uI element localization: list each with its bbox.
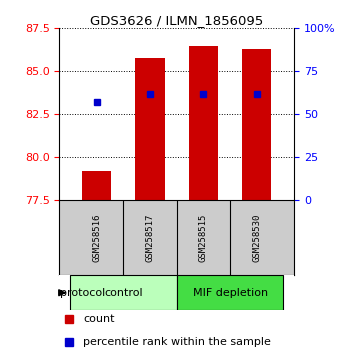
- Text: GSM258530: GSM258530: [252, 213, 261, 262]
- Text: percentile rank within the sample: percentile rank within the sample: [83, 337, 271, 347]
- Title: GDS3626 / ILMN_1856095: GDS3626 / ILMN_1856095: [90, 14, 264, 27]
- Text: GSM258515: GSM258515: [199, 213, 208, 262]
- Text: count: count: [83, 314, 115, 324]
- Bar: [189, 46, 218, 200]
- Text: protocol: protocol: [60, 288, 105, 298]
- Bar: [82, 171, 112, 200]
- Text: GSM258516: GSM258516: [92, 213, 101, 262]
- Text: control: control: [104, 288, 143, 298]
- Bar: [70, 275, 177, 310]
- Bar: [177, 275, 284, 310]
- Bar: [135, 58, 165, 200]
- Text: GSM258517: GSM258517: [146, 213, 155, 262]
- Text: MIF depletion: MIF depletion: [192, 288, 268, 298]
- Bar: [242, 49, 271, 200]
